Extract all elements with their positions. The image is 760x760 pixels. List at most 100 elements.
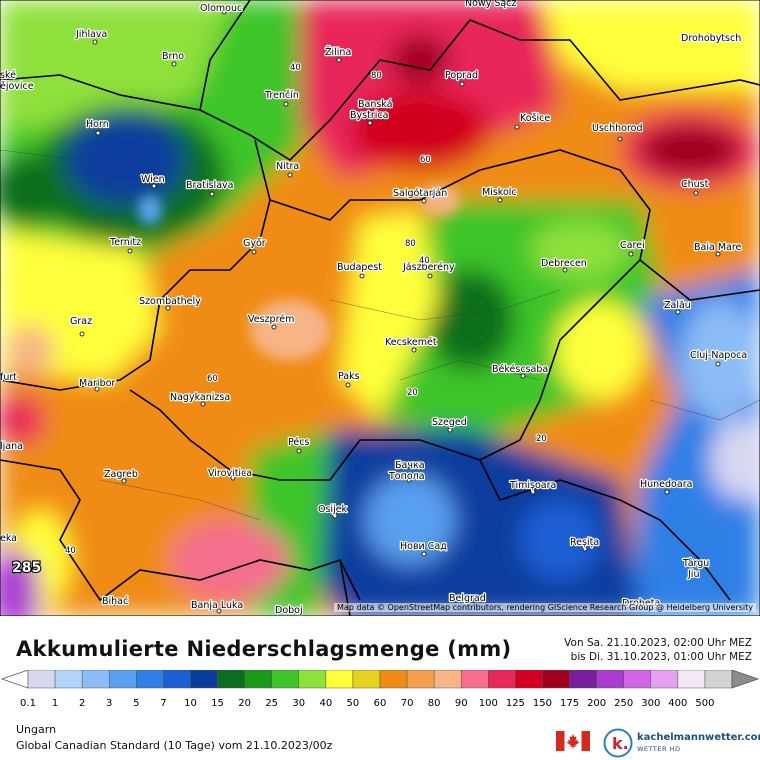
city-label: Veszprém: [248, 314, 294, 325]
city-label: Zagreb: [104, 469, 138, 480]
city-label: Nagykanizsa: [170, 392, 230, 403]
legend-swatch: [81, 670, 110, 689]
legend-swatch: [190, 670, 218, 689]
svg-text:k.: k.: [612, 734, 629, 753]
city-label: Osijek: [318, 504, 348, 515]
city-label: Szeged: [432, 417, 467, 428]
city-label: Banská: [358, 99, 392, 110]
page-title: Akkumulierte Niederschlagsmenge (mm): [16, 637, 512, 661]
kachelmann-logo-icon[interactable]: k.: [603, 728, 633, 758]
city-label: Reșița: [570, 537, 599, 548]
city-label: Doboj: [275, 605, 303, 616]
legend-swatch: [650, 670, 679, 689]
legend-tick-label: 250: [614, 698, 633, 709]
color-legend: 0.1 1 2 3 5 7 10 15 20 25 30 40 50 60 70 80 90 100 125 150 1…: [0, 670, 760, 709]
city-label: Banja Luka: [191, 600, 243, 611]
legend-swatch: [298, 670, 327, 689]
city-label: Košice: [520, 113, 550, 124]
city-label: Bystrica: [350, 110, 388, 121]
city-label: Belgrad: [449, 593, 486, 604]
city-label: Horn: [86, 119, 109, 130]
period-from: Von Sa. 21.10.2023, 02:00 Uhr MEZ: [564, 637, 752, 649]
city-label: ljana: [0, 441, 23, 452]
city-markers: Olomouc Nowy Sącz Jihlava Drohobytsch Br…: [0, 0, 748, 616]
brand-subtitle: WETTER HD: [637, 745, 681, 753]
city-label: Carei: [620, 240, 645, 251]
city-label: Békéscsaba: [492, 364, 548, 375]
legend-swatch: [244, 670, 272, 689]
city-label: Jászberény: [402, 262, 455, 273]
contour-label: 80: [371, 71, 382, 81]
city-label: Győr: [243, 238, 266, 249]
contour-labels: 40 80 60 80 40 60 20 20 40 285: [11, 62, 548, 577]
period-to: bis Di. 31.10.2023, 01:00 Uhr MEZ: [570, 651, 752, 663]
legend-swatch: [136, 670, 164, 689]
legend-tick-label: 7: [160, 698, 166, 709]
city-label: Budapest: [337, 262, 382, 273]
city-label: Drohobytsch: [681, 33, 741, 44]
city-label: Maribor: [79, 378, 115, 389]
legend-tick-label: 175: [560, 698, 579, 709]
city-label: Zalău: [664, 300, 691, 311]
region-label: Ungarn: [16, 723, 57, 736]
legend-swatch: [623, 670, 652, 689]
legend-swatch: [54, 670, 83, 689]
legend-swatch: [569, 670, 597, 689]
legend-swatch: [460, 670, 489, 689]
city-label: Nitra: [276, 161, 299, 172]
canada-flag-icon: [556, 731, 590, 751]
legend-tick-label: 60: [374, 698, 387, 709]
legend-swatch: [352, 670, 381, 689]
legend-tick-label: 50: [347, 698, 360, 709]
city-label: Bihać: [102, 596, 128, 607]
contour-label: 20: [536, 434, 547, 444]
contour-label: 40: [419, 256, 430, 266]
legend-tick-label: 400: [668, 698, 687, 709]
city-label: Топола: [388, 471, 425, 482]
city-label: Paks: [338, 371, 360, 382]
contour-label: 80: [405, 239, 416, 249]
city-label: Chust: [681, 179, 709, 190]
city-label: eka: [0, 533, 17, 544]
legend-tick-label: 5: [133, 698, 139, 709]
city-label: Szombathely: [139, 296, 201, 307]
city-label: Virovitica: [208, 468, 252, 479]
brand-name[interactable]: kachelmannwetter.com: [637, 732, 760, 743]
legend-ticks: 0.1 1 2 3 5 7 10 15 20 25 30 40 50 60 70 80 90 100 125 150 1…: [20, 698, 714, 709]
legend-swatch: [596, 670, 624, 689]
map-attribution: Map data © OpenStreetMap contributors, r…: [334, 603, 756, 612]
legend-swatch: [433, 670, 462, 689]
city-label: ské: [0, 70, 16, 81]
city-label: Salgótarján: [393, 188, 447, 199]
city-label: Cluj-Napoca: [690, 350, 747, 361]
city-label: Нови Сад: [400, 541, 447, 552]
city-label: Brno: [162, 51, 184, 62]
city-label: Târgu: [682, 558, 709, 569]
city-label: Hunedoara: [640, 479, 692, 490]
legend-tick-label: 20: [238, 698, 251, 709]
legend-tick-label: 15: [211, 698, 224, 709]
legend-tick-label: 40: [319, 698, 332, 709]
legend-tick-label: 300: [641, 698, 660, 709]
legend-tick-label: 150: [533, 698, 552, 709]
legend-swatch: [406, 670, 435, 689]
city-label: Debrecen: [541, 258, 587, 269]
city-label: Uschhorod: [592, 123, 643, 134]
legend-swatch: [108, 670, 137, 689]
legend-swatches: [0, 670, 760, 689]
contour-label: 60: [420, 155, 431, 165]
map-canvas: Olomouc Nowy Sącz Jihlava Drohobytsch Br…: [0, 0, 760, 616]
city-label: ějovice: [0, 81, 34, 92]
model-label: Global Canadian Standard (10 Tage) vom 2…: [16, 739, 333, 752]
legend-tick-label: 2: [79, 698, 85, 709]
legend-tick-label: 100: [479, 698, 498, 709]
legend-tick-label: 25: [265, 698, 278, 709]
legend-swatch: [515, 670, 543, 689]
city-label: Wien: [141, 174, 165, 185]
legend-swatch: [488, 670, 516, 689]
city-label: Olomouc: [200, 3, 242, 14]
max-value-label: 285: [12, 560, 41, 576]
city-label: Бачка: [395, 460, 425, 471]
legend-swatch: [379, 670, 408, 689]
legend-tick-label: 90: [455, 698, 468, 709]
